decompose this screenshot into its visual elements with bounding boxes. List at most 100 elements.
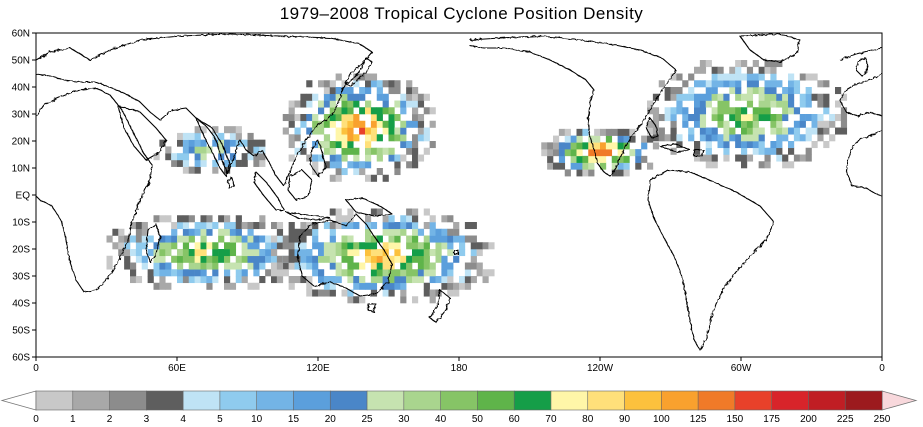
density-cell xyxy=(306,289,313,297)
density-cell xyxy=(476,249,483,257)
density-cell xyxy=(370,114,378,122)
colorbar-label: 50 xyxy=(472,414,484,425)
density-cell xyxy=(817,114,824,122)
density-cell xyxy=(394,255,401,263)
density-cell xyxy=(329,242,336,250)
density-cell xyxy=(758,141,765,149)
density-cell xyxy=(335,215,342,223)
density-cell xyxy=(194,146,201,154)
density-cell xyxy=(135,276,143,284)
density-cell xyxy=(106,235,113,243)
density-cell xyxy=(388,87,395,95)
density-cell xyxy=(388,242,395,250)
density-cell xyxy=(441,262,448,270)
density-cell xyxy=(705,127,712,135)
density-cell xyxy=(370,262,378,270)
density-cell xyxy=(347,141,354,149)
density-cell xyxy=(664,107,671,115)
density-cell xyxy=(699,60,707,68)
density-cell xyxy=(359,296,366,304)
coast-madagascar xyxy=(145,223,161,263)
density-cell xyxy=(147,249,154,257)
density-cell xyxy=(541,149,548,157)
density-cell xyxy=(547,149,554,157)
density-cell xyxy=(564,149,571,157)
density-cell xyxy=(329,154,336,162)
density-cell xyxy=(752,147,759,155)
density-cell xyxy=(365,100,372,108)
density-cell xyxy=(382,269,389,277)
density-cell xyxy=(423,255,430,263)
density-cell xyxy=(353,73,360,81)
density-cell xyxy=(224,126,231,134)
density-cell xyxy=(171,255,178,263)
density-cell xyxy=(835,114,842,122)
density-cell xyxy=(623,128,630,136)
density-cell xyxy=(165,235,172,243)
density-cell xyxy=(200,153,207,161)
density-cell xyxy=(441,215,448,223)
density-cell xyxy=(652,134,660,142)
density-cell xyxy=(188,228,195,236)
colorbar: 0 1 2 3 4 5 10 15 20 25 30 40 50 60 70 80 90 100 125 150 175… xyxy=(0,390,918,425)
density-cell xyxy=(394,242,401,250)
density-cell xyxy=(347,215,354,223)
colorbar-label: 70 xyxy=(545,414,557,425)
density-cell xyxy=(365,215,372,223)
density-cell xyxy=(353,114,360,122)
colorbar-label: 4 xyxy=(180,414,186,425)
density-cell xyxy=(417,100,425,108)
colorbar-swatch xyxy=(109,390,147,411)
density-cell xyxy=(300,114,307,122)
density-cell xyxy=(717,66,724,74)
density-cell xyxy=(365,80,372,88)
density-cell xyxy=(288,134,295,142)
colorbar-swatch xyxy=(844,390,883,411)
density-cell xyxy=(406,87,413,95)
density-cell xyxy=(699,127,707,135)
density-cell xyxy=(623,162,630,170)
density-cell xyxy=(576,128,583,136)
density-cell xyxy=(312,289,319,297)
density-cell xyxy=(782,107,789,115)
density-cell xyxy=(476,262,483,270)
lon-tick-label: 180 xyxy=(451,363,468,374)
coast-africa xyxy=(36,87,153,293)
density-cell xyxy=(200,255,207,263)
density-cell xyxy=(717,73,724,81)
density-cell xyxy=(752,134,759,142)
density-cell xyxy=(300,147,307,155)
density-cell xyxy=(664,134,671,142)
density-cell xyxy=(412,269,419,277)
density-cell xyxy=(312,269,319,277)
density-cell xyxy=(229,153,237,161)
density-cell xyxy=(182,269,190,277)
density-cell xyxy=(282,269,289,277)
density-cell xyxy=(412,93,419,101)
density-cell xyxy=(247,235,254,243)
density-cell xyxy=(370,242,378,250)
density-cell xyxy=(329,87,336,95)
density-cell xyxy=(306,282,313,290)
density-cell xyxy=(271,242,278,250)
density-cell xyxy=(417,276,425,284)
density-cell xyxy=(558,149,566,157)
density-cell xyxy=(212,262,219,270)
map-title: 1979–2008 Tropical Cyclone Position Dens… xyxy=(279,4,644,23)
density-cell xyxy=(365,235,372,243)
density-cell xyxy=(547,142,554,150)
density-cell xyxy=(741,60,748,68)
density-cell xyxy=(323,100,331,108)
density-cell xyxy=(200,262,207,270)
density-cell xyxy=(224,262,231,270)
density-cell xyxy=(412,276,419,284)
density-cell xyxy=(288,255,295,263)
density-cell xyxy=(370,73,378,81)
density-cell xyxy=(177,215,184,223)
density-cell xyxy=(705,161,712,169)
density-cell xyxy=(235,276,242,284)
density-cell xyxy=(406,100,413,108)
density-cell xyxy=(717,114,724,122)
density-cell xyxy=(823,80,830,88)
density-cell xyxy=(823,107,830,115)
